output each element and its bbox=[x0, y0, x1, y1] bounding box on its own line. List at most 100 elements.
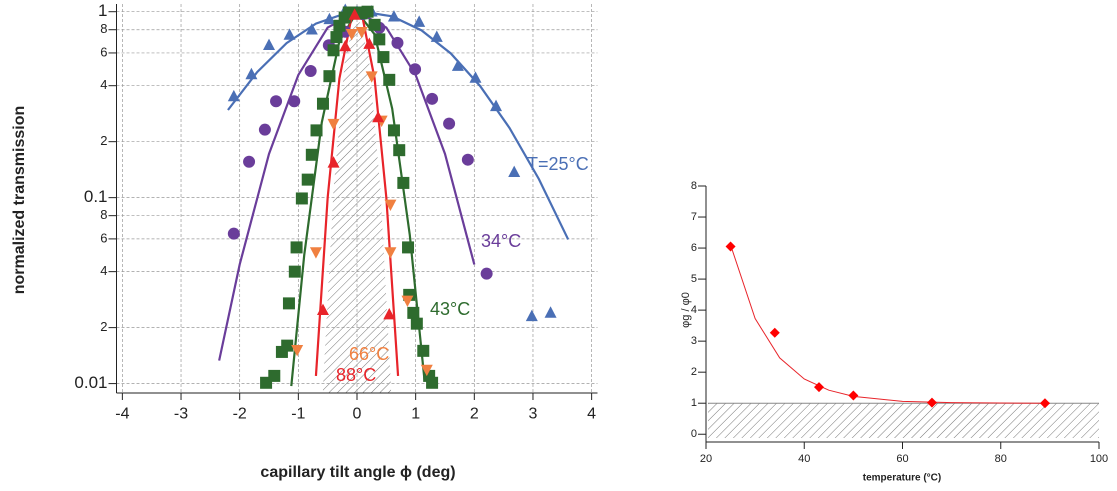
data-point bbox=[288, 265, 301, 278]
x-tick-label: 40 bbox=[798, 453, 810, 465]
data-point bbox=[372, 110, 385, 123]
data-point bbox=[490, 99, 503, 112]
data-point bbox=[413, 15, 426, 27]
x-tick-label: 0 bbox=[353, 406, 362, 423]
data-point bbox=[384, 199, 397, 211]
data-point bbox=[420, 364, 433, 377]
x-tick-label: -1 bbox=[291, 406, 305, 423]
data-point bbox=[377, 51, 390, 64]
data-point bbox=[323, 70, 336, 83]
x-tick-label: 2 bbox=[470, 406, 479, 423]
data-point bbox=[290, 241, 303, 254]
data-point bbox=[373, 33, 386, 46]
data-point bbox=[365, 71, 378, 83]
x-tick-label: -2 bbox=[233, 406, 247, 423]
y-tick-label: 2 bbox=[691, 366, 697, 378]
data-point bbox=[469, 71, 482, 83]
data-point bbox=[295, 192, 308, 205]
y-tick-label: 0.1 bbox=[84, 187, 108, 206]
y-tick-label: 1 bbox=[98, 1, 107, 20]
data-point bbox=[258, 123, 271, 136]
y-tick-label: 4 bbox=[100, 263, 107, 278]
data-point bbox=[288, 95, 301, 108]
data-point bbox=[426, 376, 439, 389]
data-point bbox=[348, 8, 361, 20]
data-point bbox=[391, 36, 404, 49]
x-tick-label: 20 bbox=[700, 453, 712, 465]
data-point bbox=[345, 29, 358, 41]
data-point bbox=[327, 118, 340, 131]
fit-curve bbox=[730, 244, 1050, 404]
y-tick-label: 8 bbox=[691, 180, 697, 192]
data-point bbox=[813, 382, 824, 393]
y-tick-label: 8 bbox=[100, 207, 107, 222]
series-label: 34°C bbox=[481, 231, 521, 251]
data-point bbox=[410, 317, 423, 330]
hatched-region bbox=[322, 11, 392, 394]
data-point bbox=[402, 241, 415, 254]
y-tick-label: 0 bbox=[691, 428, 697, 440]
x-axis-label: capillary tilt angle ϕ (deg) bbox=[260, 464, 455, 481]
data-point bbox=[769, 327, 780, 338]
series-label: T=25°C bbox=[527, 154, 589, 174]
data-point bbox=[384, 247, 397, 259]
data-point bbox=[304, 64, 317, 77]
data-point bbox=[316, 97, 329, 110]
data-point bbox=[387, 10, 400, 22]
x-tick-label: 60 bbox=[896, 453, 908, 465]
data-point bbox=[368, 18, 381, 31]
x-tick-label: 3 bbox=[529, 406, 538, 423]
data-point bbox=[508, 165, 521, 178]
y-tick-label: 4 bbox=[691, 304, 697, 316]
data-point bbox=[480, 267, 493, 280]
data-point bbox=[227, 227, 240, 240]
data-point bbox=[268, 369, 281, 382]
data-point bbox=[426, 92, 439, 105]
data-point bbox=[327, 44, 340, 57]
data-point bbox=[461, 153, 474, 166]
data-point bbox=[393, 144, 406, 157]
data-point bbox=[848, 390, 859, 401]
data-point bbox=[243, 155, 256, 168]
data-point bbox=[282, 297, 295, 310]
data-point bbox=[283, 28, 296, 40]
series-label: 66°C bbox=[349, 344, 389, 364]
x-axis-label: temperature (°C) bbox=[863, 473, 941, 484]
x-tick-label: 1 bbox=[411, 406, 420, 423]
y-tick-label: 4 bbox=[100, 77, 107, 92]
data-point bbox=[443, 117, 456, 130]
x-tick-label: -4 bbox=[115, 406, 129, 423]
data-point bbox=[926, 397, 937, 408]
y-tick-label: 5 bbox=[691, 273, 697, 285]
data-point bbox=[417, 344, 430, 357]
data-point bbox=[544, 306, 557, 318]
data-point bbox=[263, 38, 276, 51]
y-tick-label: 7 bbox=[691, 211, 697, 223]
y-tick-label: 6 bbox=[691, 242, 697, 254]
data-point bbox=[305, 23, 318, 35]
x-tick-label: 80 bbox=[995, 453, 1007, 465]
y-tick-label: 3 bbox=[691, 335, 697, 347]
x-tick-label: -3 bbox=[174, 406, 188, 423]
y-axis-label: φg / φ0 bbox=[680, 292, 692, 328]
data-point bbox=[327, 156, 340, 168]
series-label: 88°C bbox=[336, 365, 376, 385]
data-point bbox=[361, 5, 374, 18]
data-point bbox=[363, 37, 376, 49]
data-point bbox=[397, 176, 410, 189]
data-point bbox=[525, 309, 538, 322]
y-tick-label: 2 bbox=[100, 319, 107, 334]
data-point bbox=[451, 59, 464, 71]
data-point bbox=[227, 89, 240, 102]
y-tick-label: 2 bbox=[100, 133, 107, 148]
data-point bbox=[383, 307, 396, 320]
data-point bbox=[301, 173, 314, 186]
data-point bbox=[291, 344, 304, 357]
data-point bbox=[430, 30, 443, 42]
y-tick-label: 6 bbox=[100, 230, 107, 245]
y-tick-label: 8 bbox=[100, 21, 107, 36]
data-point bbox=[339, 39, 352, 52]
y-tick-label: 6 bbox=[100, 44, 107, 59]
